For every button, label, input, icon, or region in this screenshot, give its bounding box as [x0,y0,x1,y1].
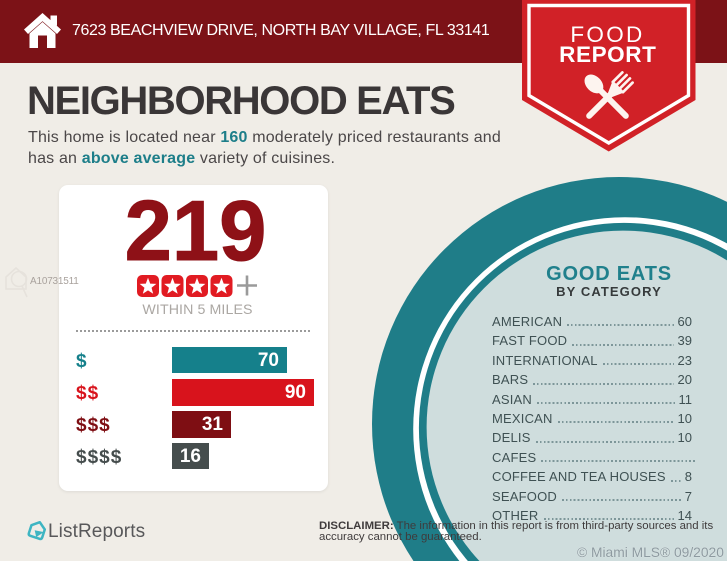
svg-text:REPORT: REPORT [559,42,656,67]
svg-text:FOOD: FOOD [570,22,644,47]
